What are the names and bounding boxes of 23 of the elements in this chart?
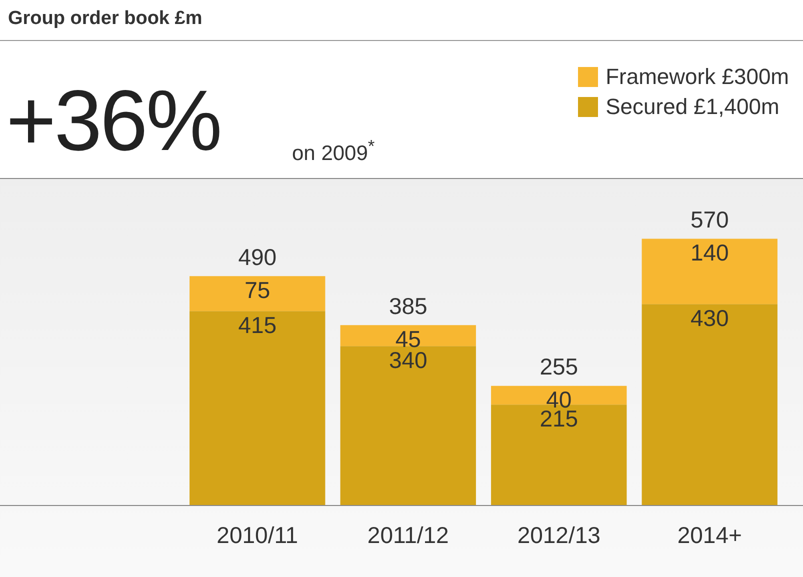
bar <box>340 346 476 505</box>
bar <box>190 276 326 312</box>
bar <box>642 238 778 304</box>
data-label: 430 <box>690 304 729 331</box>
legend-label: Secured £1,400m <box>606 94 780 120</box>
chart-title: Group order book £m <box>8 8 202 30</box>
bar <box>642 304 778 505</box>
x-tick-label: 2014+ <box>677 522 742 548</box>
data-label: 140 <box>690 240 729 266</box>
total-label: 490 <box>238 244 277 270</box>
data-label: 415 <box>238 312 277 338</box>
total-label: 570 <box>690 206 729 233</box>
bar <box>190 311 326 505</box>
text: +36% <box>6 73 220 169</box>
x-tick-label: 2012/13 <box>517 522 600 548</box>
legend-label: Framework £300m <box>606 64 789 90</box>
data-label: 75 <box>244 276 270 303</box>
text: on 2009$^{*}$ <box>292 136 375 166</box>
bar <box>340 325 476 346</box>
x-tick-label: 2010/11 <box>216 522 298 548</box>
total-label: 255 <box>540 354 578 380</box>
x-tick-label: 2011/12 <box>367 522 449 548</box>
total-label: 385 <box>388 292 428 319</box>
